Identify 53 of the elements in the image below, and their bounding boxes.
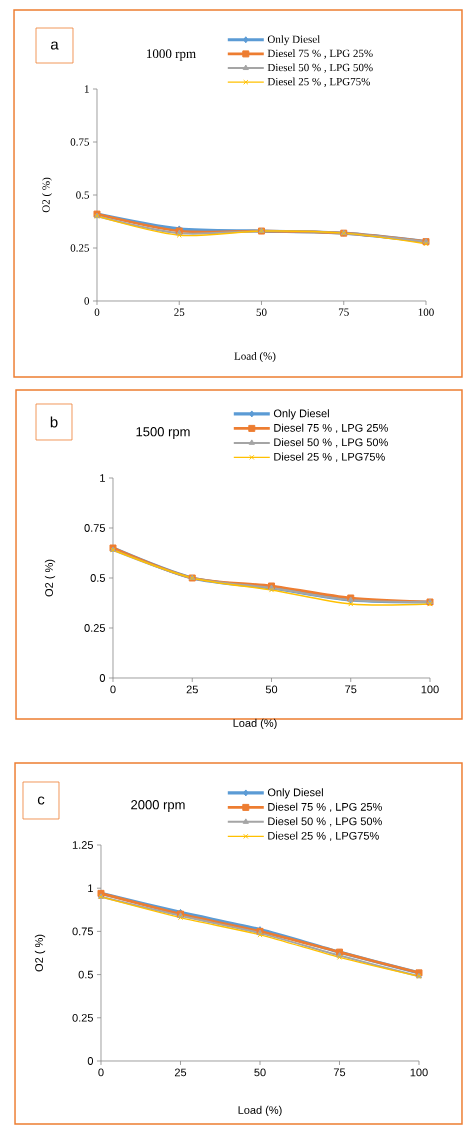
x-tick-label: 25 xyxy=(186,685,198,694)
x-tick-label: 50 xyxy=(256,308,267,316)
text: a xyxy=(50,41,59,50)
y-tick-label: 0 xyxy=(84,297,90,305)
x-tick-label: 50 xyxy=(265,685,278,694)
x-tick-label: 25 xyxy=(174,308,185,316)
y-tick-label: 0.75 xyxy=(72,927,93,936)
y-tick-label: 0.5 xyxy=(76,191,90,199)
legend-label: Diesel 25 % , LPG75% xyxy=(267,77,370,87)
x-tick-label: 75 xyxy=(333,1068,346,1077)
legend-label: Diesel 25 % , LPG75% xyxy=(274,452,385,462)
x-tick-label: 100 xyxy=(410,1068,428,1077)
legend-label: Diesel 75 % , LPG 25% xyxy=(267,49,373,59)
y-tick-label: 1 xyxy=(88,884,93,892)
y-tick-label: 0.5 xyxy=(90,574,105,582)
y-tick-label: 0.5 xyxy=(78,970,93,979)
x-tick-label: 75 xyxy=(345,685,357,694)
x-axis-title: Load (%) xyxy=(233,718,277,730)
x-tick-label: 100 xyxy=(421,685,439,694)
y-tick-label: 1.25 xyxy=(72,841,93,849)
y-tick-label: 0 xyxy=(87,1057,94,1065)
x-axis-title: Load (%) xyxy=(234,352,276,362)
x-tick-label: 100 xyxy=(418,308,434,316)
x-axis-title: Load (%) xyxy=(238,1105,282,1117)
legend-label: Only Diesel xyxy=(267,35,321,46)
chart-title: 2000 rpm xyxy=(131,800,185,812)
y-tick-label: 1 xyxy=(100,474,105,482)
x-tick-label: 75 xyxy=(338,308,349,316)
legend-label: Diesel 75 % , LPG 25% xyxy=(274,423,388,434)
legend-label: Diesel 50 % , LPG 50% xyxy=(267,63,373,73)
y-tick-label: 0.75 xyxy=(84,524,105,532)
text: b xyxy=(50,416,58,428)
y-tick-label: 0.25 xyxy=(84,624,105,632)
legend-label: Diesel 50 % , LPG 50% xyxy=(274,438,388,448)
chart-title: 1500 rpm xyxy=(136,427,190,439)
legend-label: Only Diesel xyxy=(273,409,329,420)
chart-title: 1000 rpm xyxy=(147,49,196,61)
legend-label: Diesel 25 % , LPG75% xyxy=(268,831,379,841)
y-tick-label: 0 xyxy=(99,674,106,682)
y-axis-title: O2 ( %) xyxy=(44,559,56,597)
y-tick-label: 1 xyxy=(84,85,89,93)
legend-label: Diesel 75 % , LPG 25% xyxy=(268,802,382,813)
legend-label: Only Diesel xyxy=(267,788,323,799)
x-tick-label: 25 xyxy=(174,1068,187,1077)
text: c xyxy=(37,796,45,805)
y-tick-label: 0.25 xyxy=(72,1013,93,1022)
y-axis-title: O2 ( %) xyxy=(42,177,52,213)
legend-label: Diesel 50 % , LPG 50% xyxy=(268,817,382,827)
x-tick-label: 50 xyxy=(254,1068,266,1077)
y-tick-label: 0.75 xyxy=(70,138,90,146)
y-axis-title: O2 ( %) xyxy=(34,934,46,972)
x-tick-label: 0 xyxy=(110,685,116,694)
y-tick-label: 0.25 xyxy=(70,244,90,252)
